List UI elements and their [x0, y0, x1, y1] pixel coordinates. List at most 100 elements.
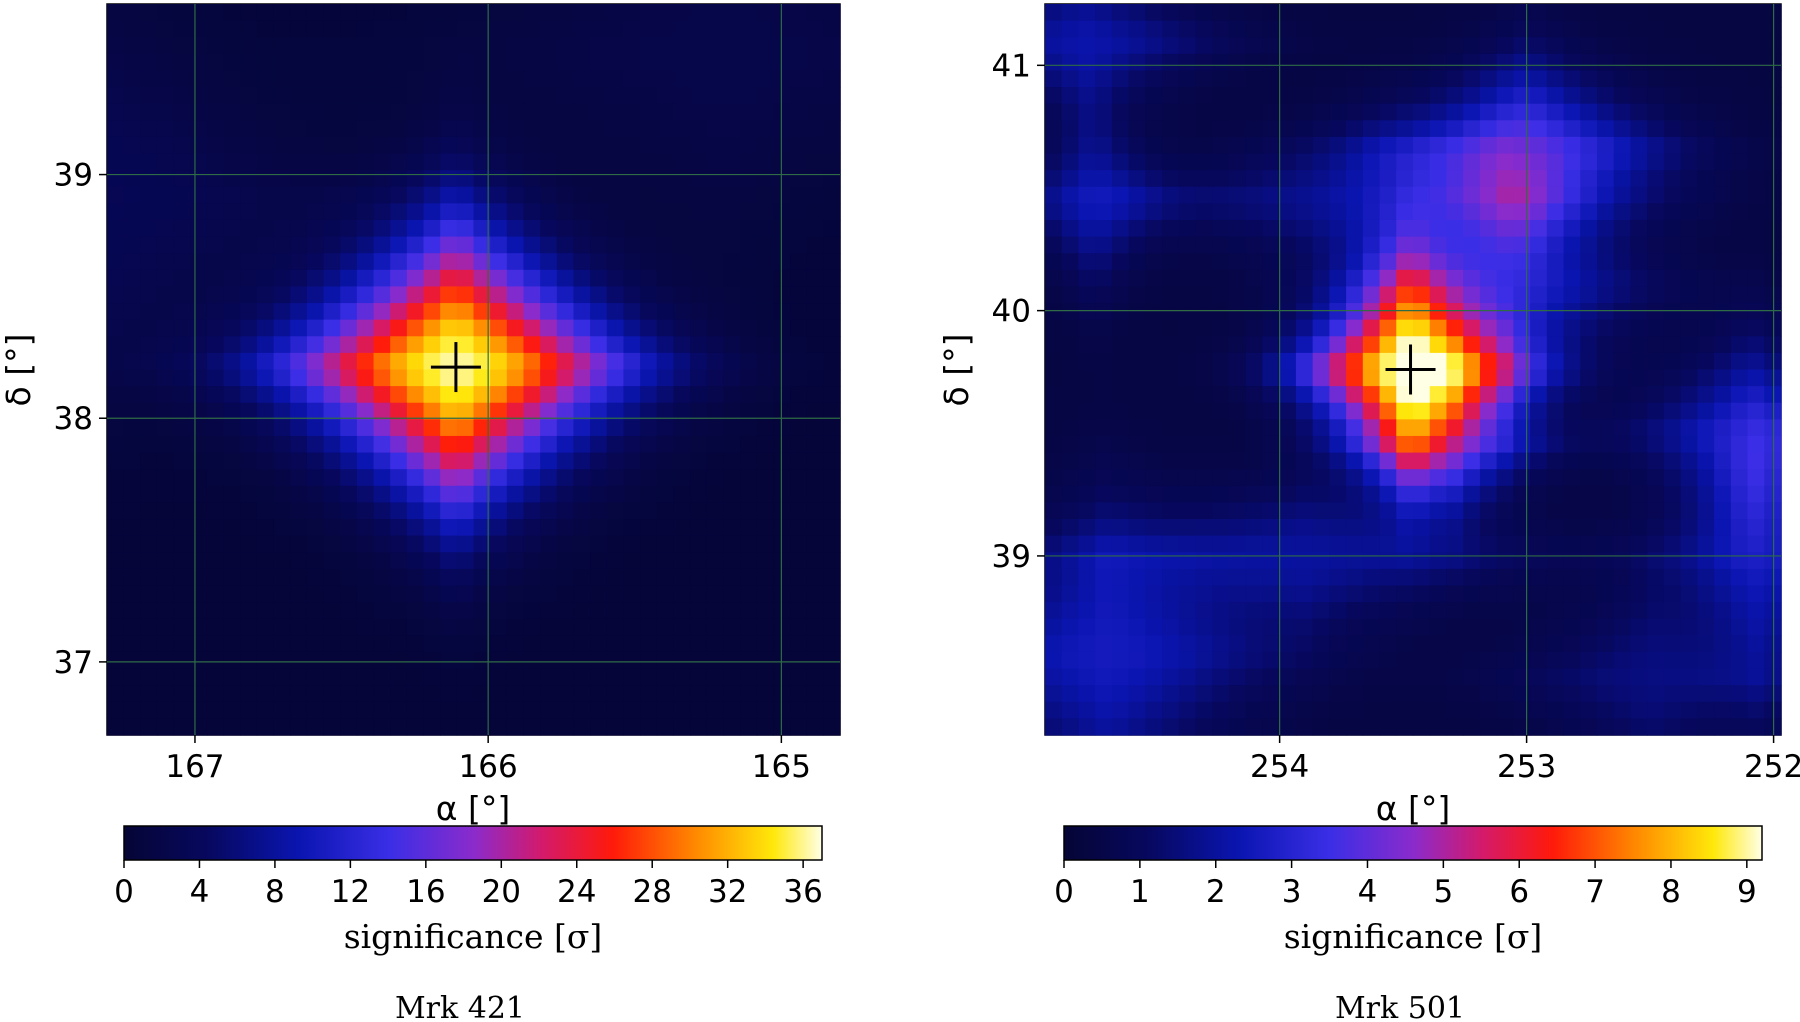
- heatmap-cell: [1178, 20, 1197, 38]
- heatmap-cell: [1095, 203, 1113, 221]
- heatmap-cell: [473, 70, 491, 88]
- heatmap-cell: [373, 469, 391, 487]
- heatmap-cell: [1262, 419, 1280, 437]
- heatmap-cell: [440, 4, 458, 22]
- heatmap-cell: [123, 685, 141, 703]
- heatmap-cell: [140, 452, 158, 470]
- heatmap-cell: [206, 651, 225, 670]
- heatmap-cell: [1212, 585, 1230, 603]
- heatmap-cell: [1630, 668, 1648, 686]
- heatmap-cell: [1714, 4, 1732, 22]
- heatmap-cell: [790, 170, 808, 188]
- heatmap-cell: [540, 386, 558, 404]
- heatmap-cell: [1513, 103, 1531, 121]
- heatmap-cell: [440, 303, 458, 321]
- heatmap-cell: [456, 519, 475, 537]
- heatmap-cell: [440, 452, 458, 470]
- heatmap-cell: [1379, 552, 1397, 570]
- heatmap-cell: [156, 53, 175, 72]
- heatmap-cell: [323, 203, 341, 221]
- heatmap-cell: [1178, 303, 1197, 321]
- heatmap-cell: [1580, 203, 1598, 221]
- heatmap-cell: [1546, 186, 1565, 204]
- heatmap-cell: [1379, 502, 1397, 520]
- heatmap-cell: [1546, 402, 1565, 420]
- heatmap-cell: [290, 37, 308, 55]
- heatmap-cell: [740, 203, 758, 221]
- heatmap-cell: [606, 519, 625, 537]
- heatmap-cell: [1613, 70, 1632, 88]
- heatmap-cell: [1530, 535, 1548, 553]
- heatmap-cell: [1145, 618, 1163, 636]
- heatmap-cell: [1714, 219, 1732, 238]
- heatmap-cell: [740, 87, 758, 105]
- heatmap-cell: [456, 37, 475, 55]
- heatmap-cell: [256, 419, 275, 437]
- heatmap-cell: [1162, 170, 1180, 188]
- heatmap-cell: [1530, 685, 1548, 703]
- heatmap-cell: [323, 701, 341, 719]
- heatmap-cell: [1463, 37, 1481, 55]
- heatmap-cell: [1312, 269, 1330, 288]
- heatmap-cell: [1764, 87, 1782, 105]
- heatmap-cell: [740, 153, 758, 171]
- heatmap-cell: [1496, 685, 1514, 703]
- heatmap-cell: [1061, 103, 1080, 121]
- heatmap-cell: [1764, 103, 1782, 121]
- heatmap-cell: [1111, 469, 1130, 487]
- heatmap-cell: [123, 469, 141, 487]
- heatmap-cell: [723, 37, 741, 55]
- heatmap-cell: [723, 253, 741, 271]
- heatmap-cell: [640, 286, 658, 304]
- heatmap-cell: [1513, 552, 1531, 570]
- heatmap-cell: [740, 236, 758, 254]
- heatmap-cell: [206, 602, 225, 620]
- heatmap-cell: [423, 153, 441, 171]
- heatmap-cell: [690, 253, 708, 271]
- heatmap-cell: [773, 103, 791, 121]
- heatmap-cell: [256, 120, 275, 138]
- heatmap-cell: [706, 568, 724, 587]
- heatmap-cell: [723, 419, 741, 437]
- heatmap-cell: [1496, 402, 1514, 420]
- heatmap-cell: [673, 552, 691, 570]
- heatmap-cell: [590, 120, 608, 138]
- heatmap-cell: [340, 618, 358, 636]
- heatmap-cell: [1061, 120, 1080, 138]
- heatmap-cell: [223, 618, 241, 636]
- heatmap-cell: [406, 602, 425, 620]
- heatmap-cell: [1563, 685, 1581, 703]
- heatmap-cell: [1111, 435, 1130, 454]
- heatmap-cell: [1329, 602, 1347, 620]
- heatmap-cell: [240, 651, 258, 670]
- heatmap-cell: [1764, 402, 1782, 420]
- heatmap-cell: [1212, 4, 1230, 22]
- heatmap-cell: [1229, 685, 1247, 703]
- heatmap-cell: [590, 319, 608, 337]
- heatmap-cell: [1580, 552, 1598, 570]
- heatmap-cell: [523, 319, 541, 337]
- heatmap-cell: [723, 186, 741, 204]
- heatmap-cell: [190, 319, 208, 337]
- heatmap-cell: [1714, 685, 1732, 703]
- heatmap-cell: [240, 203, 258, 221]
- heatmap-cell: [1563, 120, 1581, 138]
- heatmap-cell: [1162, 20, 1180, 38]
- heatmap-cell: [1362, 103, 1381, 121]
- heatmap-cell: [173, 352, 191, 371]
- heatmap-cell: [806, 618, 824, 636]
- heatmap-cell: [1195, 635, 1213, 653]
- heatmap-cell: [356, 319, 375, 337]
- heatmap-cell: [1680, 87, 1698, 105]
- heatmap-cell: [1647, 435, 1665, 454]
- heatmap-cell: [806, 253, 824, 271]
- heatmap-cell: [1295, 87, 1314, 105]
- heatmap-cell: [206, 386, 225, 404]
- heatmap-cell: [673, 170, 691, 188]
- heatmap-cell: [1413, 651, 1431, 670]
- heatmap-cell: [790, 552, 808, 570]
- heatmap-cell: [1546, 352, 1565, 371]
- heatmap-cell: [806, 303, 824, 321]
- heatmap-cell: [306, 386, 325, 404]
- heatmap-cell: [240, 568, 258, 587]
